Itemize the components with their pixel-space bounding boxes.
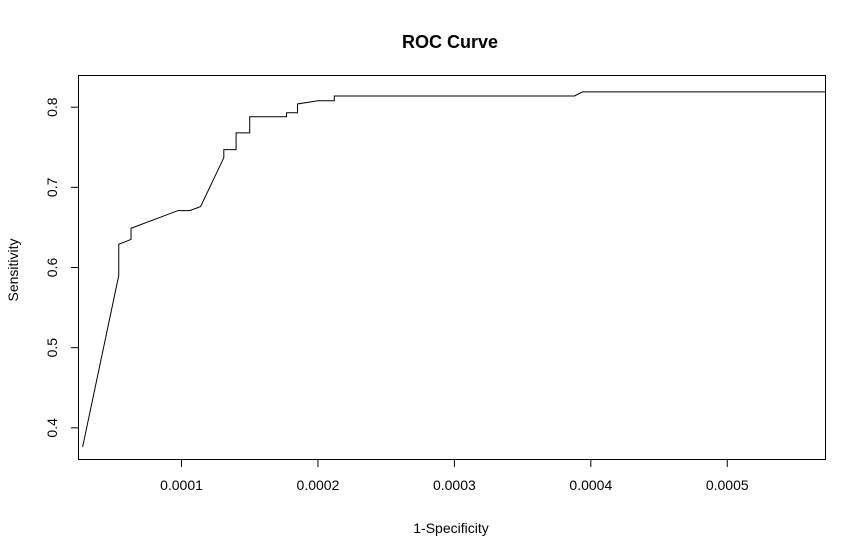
x-tick-label: 0.0001 xyxy=(160,477,203,493)
y-axis-label: Sensitivity xyxy=(5,238,21,301)
x-axis: 0.0001 0.0002 0.0003 0.0004 0.0005 xyxy=(160,459,749,493)
plot-frame xyxy=(78,75,826,460)
roc-curve-line xyxy=(82,91,826,448)
y-tick-label: 0.8 xyxy=(44,97,60,117)
x-tick-label: 0.0003 xyxy=(433,477,476,493)
y-tick-label: 0.4 xyxy=(44,418,60,438)
y-tick-label: 0.7 xyxy=(44,177,60,197)
x-tick-label: 0.0002 xyxy=(297,477,340,493)
x-tick-label: 0.0004 xyxy=(569,477,612,493)
y-tick-label: 0.6 xyxy=(44,258,60,278)
y-axis: 0.4 0.5 0.6 0.7 0.8 xyxy=(44,97,79,438)
y-tick-label: 0.5 xyxy=(44,338,60,358)
chart-title: ROC Curve xyxy=(402,32,498,52)
x-tick-label: 0.0005 xyxy=(706,477,749,493)
x-axis-label: 1-Specificity xyxy=(413,520,488,536)
